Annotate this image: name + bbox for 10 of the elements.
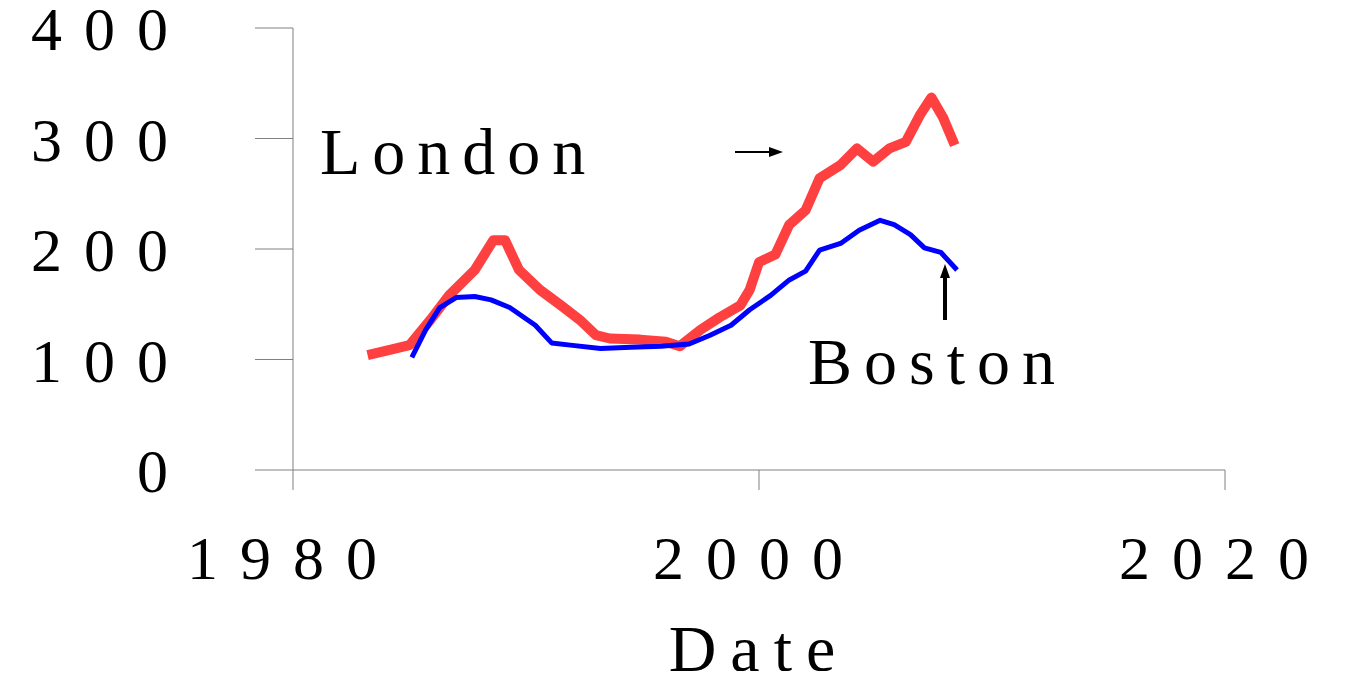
y-tick-label: 100	[31, 326, 190, 395]
series-label: London	[320, 115, 598, 188]
y-tick-label: 0	[137, 437, 190, 506]
x-tick-label: 1980	[187, 524, 399, 593]
x-tick-label: 2020	[1119, 524, 1331, 593]
legend-label: Boston	[808, 325, 1068, 398]
y-tick-label: 300	[31, 105, 190, 174]
y-tick-label: 400	[31, 0, 190, 64]
x-tick-label: 2000	[653, 524, 865, 593]
y-tick-label: 200	[31, 216, 190, 285]
